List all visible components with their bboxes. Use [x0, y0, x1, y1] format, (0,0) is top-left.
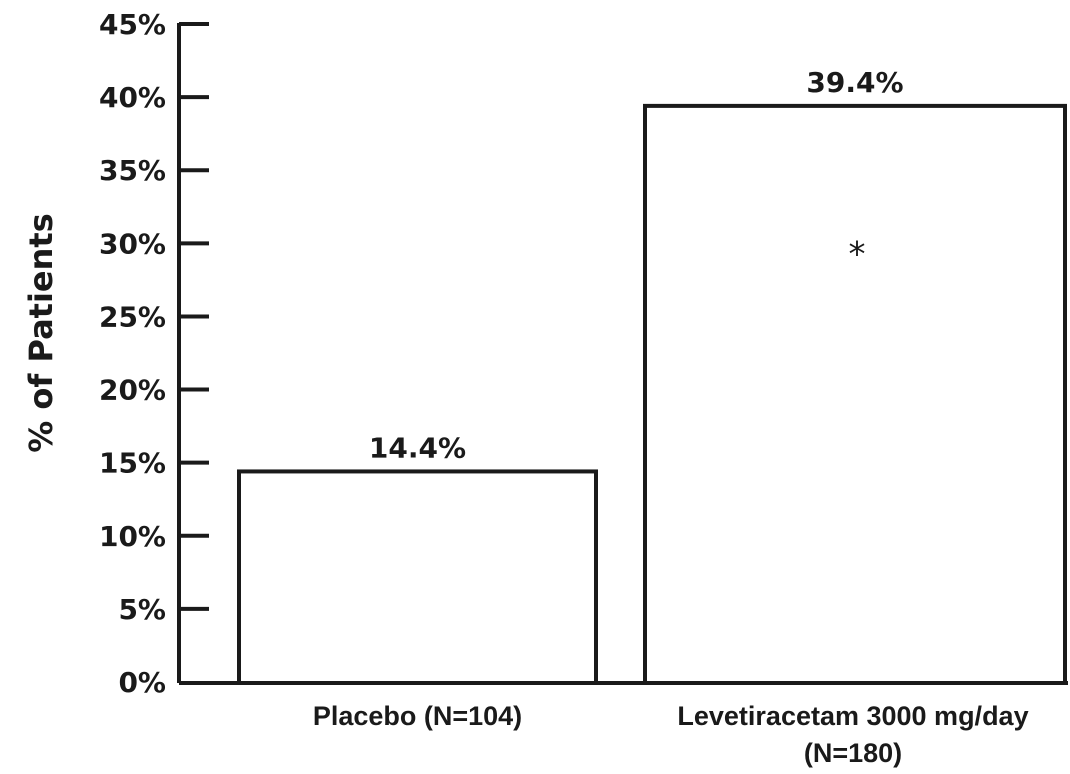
y-axis-title: % of Patients: [22, 213, 60, 453]
bar-2: [643, 103, 1067, 685]
labels: 14.4% Placebo (N=104) 39.4% Levetiracetam 3…: [313, 66, 1029, 768]
bar-1: [237, 469, 598, 685]
bar-value-label: 39.4%: [806, 66, 903, 99]
y-tick-label: 30%: [99, 227, 166, 260]
y-tick-label: 45%: [99, 8, 166, 41]
significance-asterisk: *: [849, 234, 866, 274]
y-tick-label: 40%: [99, 81, 166, 114]
y-axis: 0% 5% 10% 15% 20% 25% 30% 35% 40% 45%: [99, 8, 1068, 699]
y-tick-label: 20%: [99, 374, 166, 407]
bars: [237, 103, 1067, 685]
y-tick-label: 35%: [99, 154, 166, 187]
bar-value-label: 14.4%: [369, 431, 466, 464]
y-tick-label: 0%: [118, 666, 166, 699]
category-label: Levetiracetam 3000 mg/day: [677, 701, 1028, 731]
y-tick-label: 25%: [99, 300, 166, 333]
y-tick-label: 5%: [118, 593, 166, 626]
category-label: Placebo (N=104): [313, 701, 522, 731]
y-tick-label: 15%: [99, 447, 166, 480]
y-tick-label: 10%: [99, 520, 166, 553]
category-label: (N=180): [804, 738, 902, 768]
